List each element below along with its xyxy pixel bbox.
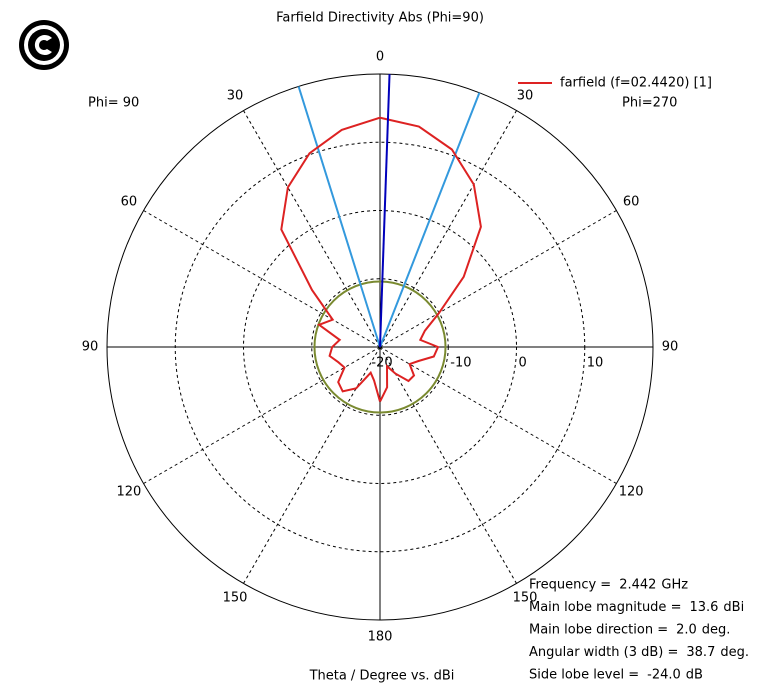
info-unit: GHz — [661, 578, 688, 593]
side-lobe-circle — [313, 280, 447, 414]
legend-label: farfield (f=02.4420) [1] — [560, 76, 712, 91]
angle-grid-line — [379, 210, 617, 348]
main-lobe-line — [379, 74, 391, 348]
angle-tick-label: 30 — [227, 88, 244, 103]
info-label: Main lobe direction = — [529, 623, 668, 638]
angle-tick-label: 60 — [121, 195, 138, 210]
angle-tick-label: 0 — [376, 50, 384, 65]
angle-tick-label: 150 — [223, 591, 248, 606]
info-value: 2.442 — [619, 578, 656, 593]
info-label: Side lobe level = — [529, 668, 639, 683]
info-unit: deg. — [720, 645, 749, 660]
info-label: Frequency = — [529, 578, 611, 593]
angle-tick-label: 30 — [517, 88, 534, 103]
chart-title: Farfield Directivity Abs (Phi=90) — [276, 11, 484, 26]
r-grid-ring — [311, 278, 449, 416]
outer-ring — [106, 73, 654, 621]
logo — [19, 20, 69, 70]
angle-tick-label: 120 — [619, 485, 644, 500]
info-unit: deg. — [702, 623, 731, 638]
info-value: 2.0 — [676, 623, 697, 638]
angle-grid-line — [379, 346, 617, 484]
info-value: -24.0 — [647, 668, 681, 683]
info-value: 13.6 — [689, 600, 718, 615]
angle-tick-label: 150 — [513, 591, 538, 606]
axis-label: Theta / Degree vs. dBi — [309, 669, 455, 684]
angle-tick-label: 90 — [82, 340, 99, 355]
info-unit: dBi — [723, 600, 744, 615]
angle-tick-label: 120 — [116, 485, 141, 500]
r-tick-label: 0 — [519, 356, 527, 371]
info-unit: dB — [686, 668, 703, 683]
right-label: Phi=270 — [622, 96, 677, 111]
angle-tick-label: 90 — [662, 340, 679, 355]
pattern-line — [280, 116, 482, 403]
beam-width-line — [379, 92, 481, 348]
info-label: Main lobe magnitude = — [529, 600, 681, 615]
angle-tick-label: 60 — [623, 195, 640, 210]
angle-tick-label: 180 — [368, 630, 393, 645]
r-tick-label: -10 — [450, 356, 471, 371]
info-label: Angular width (3 dB) = — [529, 645, 678, 660]
angle-grid-line — [243, 346, 381, 584]
r-grid-ring — [174, 141, 586, 553]
r-grid-ring — [243, 210, 517, 484]
left-label: Phi= 90 — [88, 96, 139, 111]
r-tick-label: 10 — [587, 356, 604, 371]
info-value: 38.7 — [686, 645, 715, 660]
beam-width-line — [297, 86, 381, 348]
angle-grid-line — [379, 346, 517, 584]
